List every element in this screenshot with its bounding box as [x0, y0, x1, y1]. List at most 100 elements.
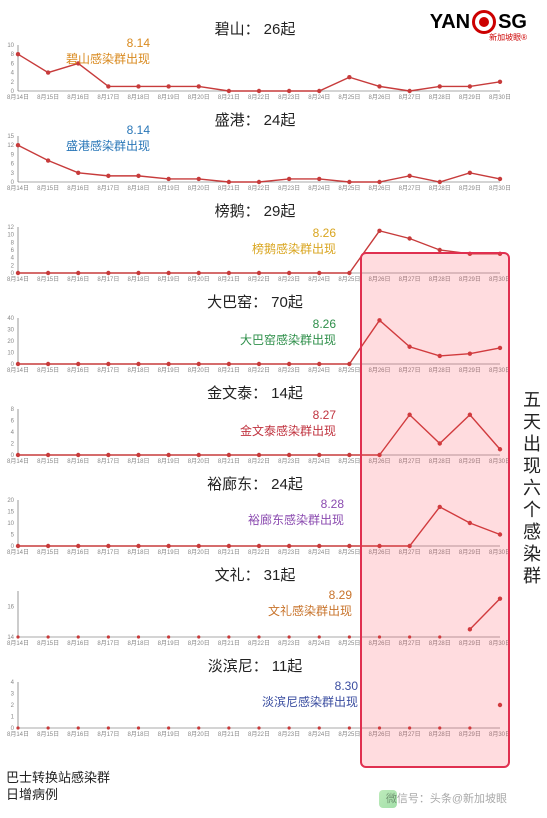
svg-text:8月27日: 8月27日	[399, 549, 421, 556]
svg-text:8月22日: 8月22日	[248, 458, 270, 465]
svg-text:16: 16	[7, 604, 14, 610]
svg-text:8月21日: 8月21日	[218, 458, 240, 465]
svg-text:8月23日: 8月23日	[278, 731, 300, 738]
svg-text:8月25日: 8月25日	[338, 367, 360, 374]
svg-text:8月30日: 8月30日	[489, 94, 510, 101]
svg-text:8月19日: 8月19日	[158, 640, 180, 647]
svg-text:8月16日: 8月16日	[67, 458, 89, 465]
svg-text:8月29日: 8月29日	[459, 640, 481, 647]
svg-text:8月23日: 8月23日	[278, 94, 300, 101]
svg-text:40: 40	[7, 316, 14, 322]
svg-text:8月25日: 8月25日	[338, 640, 360, 647]
svg-text:8月18日: 8月18日	[127, 367, 149, 374]
chart-裕廊东: 裕廊东：24起051015208月14日8月15日8月16日8月17日8月18日…	[0, 473, 510, 558]
svg-text:8月23日: 8月23日	[278, 276, 300, 283]
svg-text:8月16日: 8月16日	[67, 549, 89, 556]
svg-text:8月26日: 8月26日	[368, 185, 390, 192]
svg-text:8月19日: 8月19日	[158, 276, 180, 283]
chart-淡滨尼: 淡滨尼：11起012348月14日8月15日8月16日8月17日8月18日8月1…	[0, 655, 510, 740]
svg-text:8月30日: 8月30日	[489, 549, 510, 556]
svg-text:15: 15	[7, 134, 14, 140]
svg-text:8月17日: 8月17日	[97, 549, 119, 556]
svg-text:8月15日: 8月15日	[37, 458, 59, 465]
svg-text:8月25日: 8月25日	[338, 276, 360, 283]
svg-text:8月23日: 8月23日	[278, 549, 300, 556]
svg-text:8月14日: 8月14日	[7, 640, 29, 647]
svg-text:8月17日: 8月17日	[97, 94, 119, 101]
svg-text:8月23日: 8月23日	[278, 458, 300, 465]
chart-盛港: 盛港：24起036912158月14日8月15日8月16日8月17日8月18日8…	[0, 109, 510, 194]
chart-title: 淡滨尼：11起	[0, 655, 510, 676]
svg-text:8月18日: 8月18日	[127, 549, 149, 556]
svg-text:8月28日: 8月28日	[429, 549, 451, 556]
svg-text:8月20日: 8月20日	[188, 731, 210, 738]
svg-text:6: 6	[11, 419, 15, 425]
svg-text:12: 12	[7, 225, 14, 231]
svg-text:8月16日: 8月16日	[67, 94, 89, 101]
chart-annotation: 8.30淡滨尼感染群出现	[262, 679, 358, 710]
svg-text:8月22日: 8月22日	[248, 94, 270, 101]
svg-text:8月26日: 8月26日	[368, 276, 390, 283]
svg-text:8月20日: 8月20日	[188, 549, 210, 556]
svg-text:8月18日: 8月18日	[127, 94, 149, 101]
chart-title: 金文泰：14起	[0, 382, 510, 403]
footer-line1: 巴士转换站感染群	[6, 770, 110, 787]
svg-text:9: 9	[11, 152, 15, 158]
chart-文礼: 文礼：31起14168月14日8月15日8月16日8月17日8月18日8月19日…	[0, 564, 510, 649]
svg-text:8月19日: 8月19日	[158, 458, 180, 465]
svg-text:8月22日: 8月22日	[248, 640, 270, 647]
svg-text:8月19日: 8月19日	[158, 185, 180, 192]
svg-text:5: 5	[11, 533, 15, 539]
svg-text:3: 3	[11, 692, 15, 698]
svg-text:8月14日: 8月14日	[7, 731, 29, 738]
svg-text:8月15日: 8月15日	[37, 94, 59, 101]
svg-text:8月14日: 8月14日	[7, 185, 29, 192]
svg-text:8月16日: 8月16日	[67, 367, 89, 374]
svg-text:8月20日: 8月20日	[188, 276, 210, 283]
svg-text:8月14日: 8月14日	[7, 276, 29, 283]
svg-text:8月17日: 8月17日	[97, 276, 119, 283]
svg-text:8月21日: 8月21日	[218, 731, 240, 738]
svg-text:12: 12	[7, 143, 14, 149]
svg-text:8月24日: 8月24日	[308, 185, 330, 192]
svg-text:8月29日: 8月29日	[459, 549, 481, 556]
svg-text:6: 6	[11, 61, 15, 67]
svg-text:8月17日: 8月17日	[97, 640, 119, 647]
svg-text:8月15日: 8月15日	[37, 549, 59, 556]
svg-text:8月22日: 8月22日	[248, 367, 270, 374]
svg-text:8月26日: 8月26日	[368, 367, 390, 374]
svg-text:8月29日: 8月29日	[459, 185, 481, 192]
watermark-text: 微信号：头条@新加坡眼	[386, 790, 507, 806]
svg-text:8月29日: 8月29日	[459, 458, 481, 465]
svg-text:8月21日: 8月21日	[218, 549, 240, 556]
chart-大巴窑: 大巴窑：70起0102030408月14日8月15日8月16日8月17日8月18…	[0, 291, 510, 376]
svg-text:10: 10	[7, 233, 14, 239]
svg-text:8月18日: 8月18日	[127, 458, 149, 465]
svg-text:8月28日: 8月28日	[429, 185, 451, 192]
svg-text:8月28日: 8月28日	[429, 640, 451, 647]
svg-text:8月30日: 8月30日	[489, 185, 510, 192]
svg-text:6: 6	[11, 162, 15, 168]
svg-text:8: 8	[11, 52, 15, 58]
chart-svg: 14168月14日8月15日8月16日8月17日8月18日8月19日8月20日8…	[0, 587, 510, 649]
svg-text:4: 4	[11, 71, 15, 77]
svg-text:8月28日: 8月28日	[429, 94, 451, 101]
side-caption: 五天出现六个感染群	[518, 390, 544, 588]
svg-text:8月28日: 8月28日	[429, 458, 451, 465]
svg-text:2: 2	[11, 703, 15, 709]
chart-title: 榜鹅：29起	[0, 200, 510, 221]
svg-text:8月30日: 8月30日	[489, 458, 510, 465]
svg-text:8月19日: 8月19日	[158, 94, 180, 101]
svg-text:8月20日: 8月20日	[188, 458, 210, 465]
svg-text:30: 30	[7, 328, 14, 334]
svg-text:20: 20	[7, 339, 14, 345]
svg-text:8月15日: 8月15日	[37, 367, 59, 374]
svg-text:8月23日: 8月23日	[278, 640, 300, 647]
svg-text:8月15日: 8月15日	[37, 640, 59, 647]
svg-text:8月24日: 8月24日	[308, 94, 330, 101]
chart-title: 文礼：31起	[0, 564, 510, 585]
svg-text:8月28日: 8月28日	[429, 276, 451, 283]
svg-text:8月18日: 8月18日	[127, 276, 149, 283]
footer-line2: 日增病例	[6, 787, 110, 804]
svg-text:2: 2	[11, 80, 15, 86]
